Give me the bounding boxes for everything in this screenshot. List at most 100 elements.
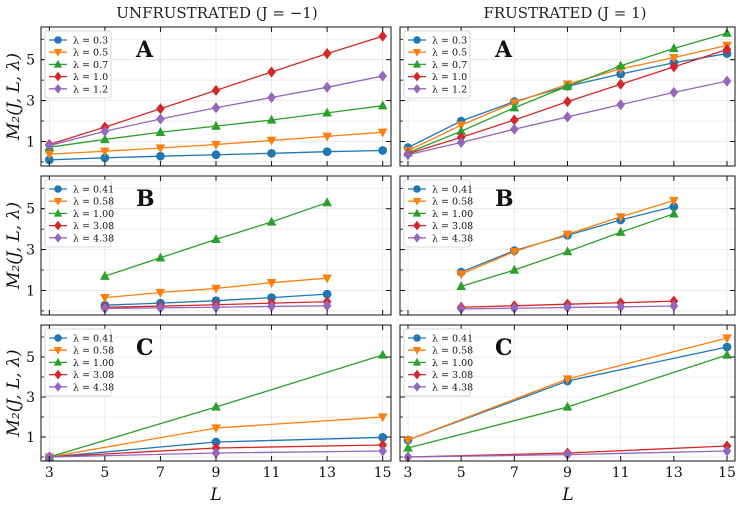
x-tick-label: 15 bbox=[374, 465, 392, 481]
legend-marker bbox=[54, 382, 62, 392]
data-point-1-0 bbox=[100, 293, 110, 303]
legend-entry: λ = 3.08 bbox=[73, 221, 114, 232]
data-point-1-0 bbox=[44, 150, 55, 160]
panel-label: B bbox=[495, 186, 514, 212]
data-point-1-2 bbox=[722, 334, 732, 344]
data-point-1-3 bbox=[266, 279, 277, 288]
legend-marker bbox=[54, 233, 62, 243]
panel-label: A bbox=[135, 37, 154, 63]
data-point-4-4 bbox=[322, 300, 332, 312]
data-point-4-1 bbox=[456, 136, 466, 149]
data-point-0-4 bbox=[322, 289, 332, 299]
x-tick-label: 3 bbox=[404, 465, 413, 481]
data-point-3-5 bbox=[322, 48, 332, 60]
legend-entry: λ = 0.5 bbox=[73, 48, 108, 59]
x-tick-label: 13 bbox=[665, 465, 683, 481]
data-point-1-0 bbox=[403, 436, 413, 446]
data-point-4-2 bbox=[509, 123, 519, 135]
legend-entry: λ = 3.08 bbox=[432, 221, 473, 232]
legend-entry: λ = 1.00 bbox=[432, 358, 473, 369]
data-point-2-5 bbox=[669, 43, 679, 53]
data-point-2-0 bbox=[456, 281, 466, 291]
legend-entry: λ = 3.08 bbox=[73, 370, 114, 381]
data-point-3-2 bbox=[509, 114, 519, 126]
legend-entry: λ = 4.38 bbox=[73, 233, 114, 244]
data-point-4-4 bbox=[616, 99, 626, 111]
data-point-1-1 bbox=[211, 424, 221, 434]
y-tick-label: 3 bbox=[26, 94, 35, 110]
data-point-0-4 bbox=[669, 202, 679, 212]
legend-marker bbox=[412, 198, 422, 206]
data-point-2-4 bbox=[322, 197, 332, 207]
panel-a-frustrated: Aλ = 0.3λ = 0.5λ = 0.7λ = 1.0λ = 1.2 bbox=[399, 26, 736, 167]
data-point-3-2 bbox=[378, 439, 388, 451]
panel-b-unfrustrated: 1 3 5 Bλ = 0.41λ = 0.58λ = 1.00λ = 3.08λ = … bbox=[4, 175, 392, 316]
legend-box bbox=[403, 30, 471, 99]
y-tick-label: 3 bbox=[26, 243, 35, 259]
data-point-2-2 bbox=[509, 102, 520, 112]
legend-entry: λ = 0.58 bbox=[73, 346, 114, 357]
data-point-4-0 bbox=[403, 149, 413, 161]
data-point-1-5 bbox=[669, 53, 679, 63]
data-point-1-3 bbox=[615, 213, 626, 223]
data-point-2-4 bbox=[615, 60, 626, 70]
legend-entry: λ = 1.0 bbox=[73, 72, 108, 83]
column-title-frustrated: FRUSTRATED (J = 1) bbox=[483, 4, 646, 22]
legend-marker bbox=[54, 84, 62, 94]
legend-entry: λ = 1.00 bbox=[73, 358, 114, 369]
data-point-4-0 bbox=[456, 303, 466, 315]
legend-box bbox=[44, 30, 112, 99]
data-point-4-1 bbox=[156, 302, 165, 314]
y-tick-label: 1 bbox=[26, 283, 35, 299]
legend-marker bbox=[413, 84, 421, 94]
data-point-3-6 bbox=[378, 30, 388, 42]
x-tick-label: 7 bbox=[156, 465, 165, 481]
legend-entry: λ = 0.58 bbox=[73, 197, 114, 208]
panel-c-frustrated: 3 5 7 9 11 13 15 Cλ = 0.41λ = 0.58λ = 1.00λ = 3… bbox=[399, 324, 736, 481]
legend-marker bbox=[53, 347, 63, 355]
legend-marker bbox=[53, 208, 63, 217]
data-point-3-6 bbox=[722, 43, 732, 56]
data-point-1-3 bbox=[211, 140, 221, 150]
data-point-4-6 bbox=[378, 70, 388, 82]
x-tick-label: 7 bbox=[510, 465, 519, 481]
data-point-4-2 bbox=[378, 445, 388, 457]
legend-marker bbox=[413, 334, 421, 342]
data-point-4-1 bbox=[100, 125, 110, 137]
data-point-2-6 bbox=[377, 100, 388, 110]
data-point-1-1 bbox=[155, 288, 166, 298]
legend-entry: λ = 1.00 bbox=[73, 209, 114, 220]
data-point-2-1 bbox=[100, 134, 110, 144]
data-point-1-2 bbox=[211, 284, 221, 294]
data-point-0-2 bbox=[722, 342, 732, 352]
legend-marker bbox=[412, 49, 422, 57]
data-point-0-3 bbox=[211, 150, 221, 160]
data-point-3-3 bbox=[563, 96, 572, 108]
data-point-0-5 bbox=[322, 147, 332, 157]
legend-entry: λ = 0.58 bbox=[432, 346, 473, 357]
data-point-4-2 bbox=[156, 113, 165, 125]
data-point-2-3 bbox=[615, 226, 626, 236]
legend-box bbox=[44, 328, 112, 397]
legend-marker bbox=[53, 59, 63, 68]
legend-entry: λ = 0.41 bbox=[73, 334, 114, 345]
legend-marker bbox=[53, 357, 63, 366]
y-tick-label: 1 bbox=[26, 430, 35, 446]
panel-b-frustrated: Bλ = 0.41λ = 0.58λ = 1.00λ = 3.08λ = 4.3… bbox=[399, 175, 736, 316]
y-tick-label: 3 bbox=[26, 390, 35, 406]
legend-marker bbox=[54, 220, 62, 231]
data-point-2-2 bbox=[211, 234, 221, 244]
data-point-2-3 bbox=[266, 216, 277, 226]
legend-marker bbox=[412, 347, 422, 355]
y-axis-label: M₂(J, L, λ) bbox=[4, 350, 24, 438]
data-point-4-3 bbox=[267, 300, 276, 312]
data-point-3-2 bbox=[156, 103, 165, 115]
legend-entry: λ = 4.38 bbox=[432, 233, 473, 244]
y-tick-label: 1 bbox=[26, 134, 35, 150]
legend-marker bbox=[54, 185, 62, 193]
data-point-4-6 bbox=[722, 75, 732, 87]
data-point-3-5 bbox=[669, 61, 679, 73]
legend-entry: λ = 1.2 bbox=[432, 84, 467, 95]
